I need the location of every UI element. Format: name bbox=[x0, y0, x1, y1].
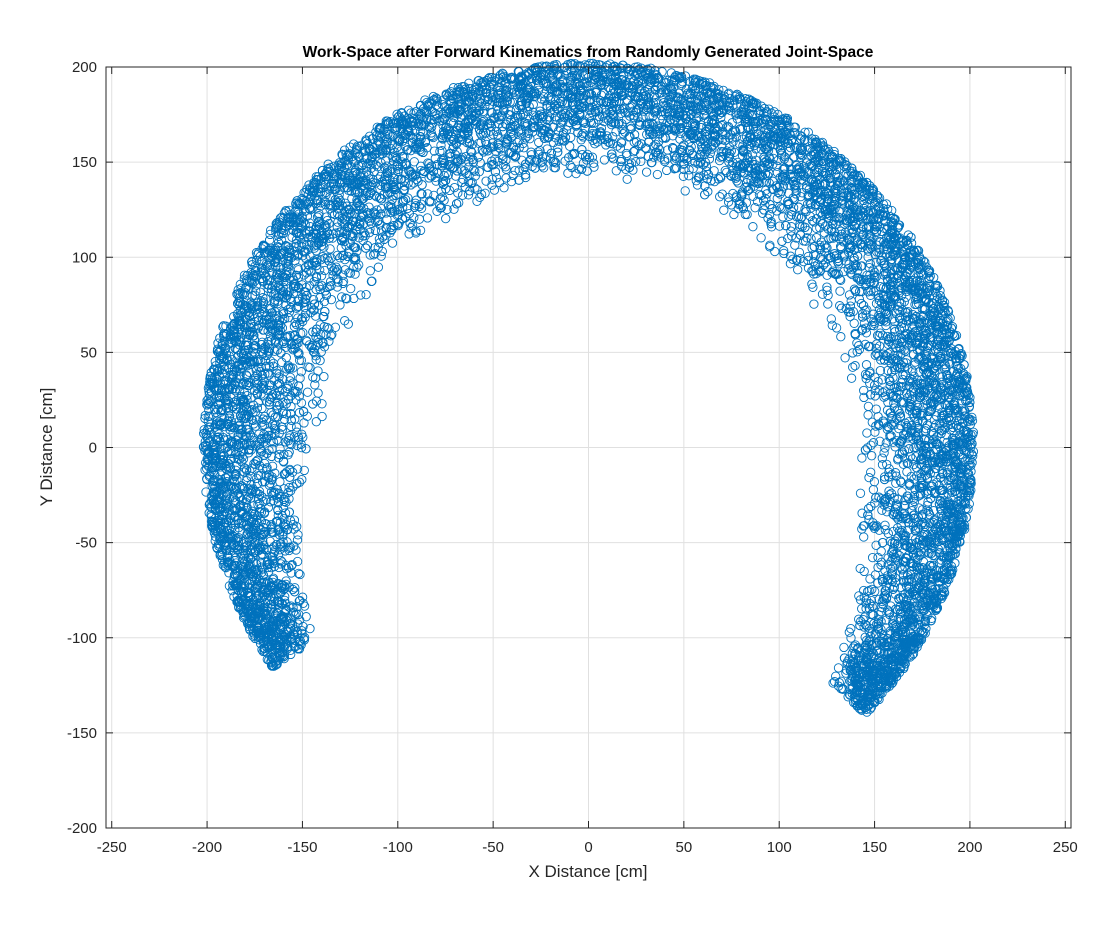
data-point bbox=[870, 586, 880, 597]
data-point bbox=[337, 217, 347, 227]
data-point bbox=[662, 165, 672, 176]
data-point bbox=[416, 203, 427, 213]
data-point bbox=[719, 205, 729, 215]
data-point bbox=[587, 152, 598, 162]
data-point bbox=[880, 443, 890, 453]
data-point bbox=[295, 319, 305, 329]
data-point bbox=[897, 487, 907, 497]
data-point bbox=[678, 171, 689, 181]
data-point bbox=[487, 72, 497, 83]
data-point bbox=[302, 387, 313, 397]
data-point bbox=[784, 211, 794, 221]
data-point bbox=[836, 332, 846, 342]
data-point bbox=[330, 322, 341, 332]
data-point bbox=[867, 552, 878, 563]
data-point bbox=[859, 532, 869, 542]
data-point bbox=[742, 209, 752, 220]
data-point bbox=[346, 283, 356, 294]
data-point bbox=[729, 95, 739, 105]
data-point bbox=[865, 574, 875, 584]
data-point bbox=[839, 642, 849, 653]
data-point bbox=[414, 214, 425, 224]
data-point bbox=[856, 298, 867, 309]
data-point bbox=[779, 246, 789, 256]
data-point bbox=[242, 472, 252, 482]
data-point bbox=[376, 251, 386, 261]
data-point bbox=[875, 365, 886, 376]
data-point bbox=[422, 213, 433, 223]
data-point bbox=[582, 149, 593, 160]
data-point bbox=[589, 162, 599, 172]
data-point bbox=[549, 162, 559, 173]
data-point bbox=[463, 177, 474, 187]
data-point bbox=[457, 190, 468, 200]
data-point bbox=[807, 279, 817, 289]
data-point bbox=[364, 202, 374, 212]
data-point bbox=[622, 174, 632, 184]
data-point bbox=[586, 118, 597, 129]
data-point bbox=[846, 373, 857, 383]
scatter-points bbox=[198, 58, 979, 717]
data-point bbox=[788, 254, 798, 264]
data-point bbox=[340, 316, 350, 326]
data-point bbox=[311, 354, 321, 365]
data-point bbox=[565, 141, 575, 151]
data-point bbox=[868, 484, 879, 495]
data-point bbox=[489, 185, 500, 195]
data-point bbox=[902, 467, 912, 477]
data-point bbox=[889, 417, 899, 427]
data-point bbox=[299, 465, 309, 476]
data-point bbox=[361, 289, 371, 300]
data-point bbox=[403, 105, 414, 115]
data-point bbox=[317, 411, 327, 422]
data-point bbox=[387, 238, 398, 248]
data-point bbox=[793, 265, 803, 275]
data-point bbox=[560, 156, 570, 166]
data-point bbox=[729, 209, 739, 220]
data-point bbox=[293, 568, 304, 579]
data-point bbox=[865, 270, 875, 280]
data-point bbox=[805, 197, 815, 208]
data-point bbox=[893, 541, 903, 552]
data-point bbox=[910, 360, 920, 370]
data-point bbox=[894, 220, 905, 230]
data-point bbox=[936, 509, 946, 519]
data-point bbox=[868, 438, 879, 448]
data-point bbox=[567, 163, 577, 173]
data-point bbox=[342, 294, 352, 304]
data-point bbox=[798, 256, 809, 267]
data-point bbox=[878, 349, 889, 359]
data-point bbox=[437, 178, 448, 188]
data-point bbox=[324, 218, 334, 229]
data-point bbox=[692, 180, 703, 190]
data-point bbox=[454, 198, 464, 208]
data-point bbox=[864, 472, 874, 483]
data-point bbox=[875, 436, 885, 446]
data-point bbox=[641, 167, 652, 177]
data-point bbox=[795, 219, 805, 230]
data-point bbox=[487, 180, 497, 190]
data-point bbox=[414, 201, 424, 212]
data-point bbox=[563, 168, 573, 178]
data-point bbox=[846, 296, 856, 306]
data-point bbox=[715, 192, 725, 202]
data-point bbox=[750, 203, 760, 213]
data-point bbox=[693, 159, 703, 169]
data-point bbox=[836, 275, 846, 285]
data-point bbox=[449, 204, 459, 214]
data-point bbox=[350, 269, 360, 279]
data-point bbox=[453, 83, 463, 93]
data-point bbox=[294, 477, 305, 487]
data-point bbox=[499, 183, 509, 193]
data-point bbox=[341, 149, 351, 159]
data-point bbox=[578, 128, 588, 139]
data-point bbox=[883, 528, 893, 539]
data-point bbox=[259, 497, 269, 507]
data-point bbox=[306, 307, 316, 318]
data-point bbox=[695, 157, 705, 167]
data-point bbox=[299, 601, 310, 611]
